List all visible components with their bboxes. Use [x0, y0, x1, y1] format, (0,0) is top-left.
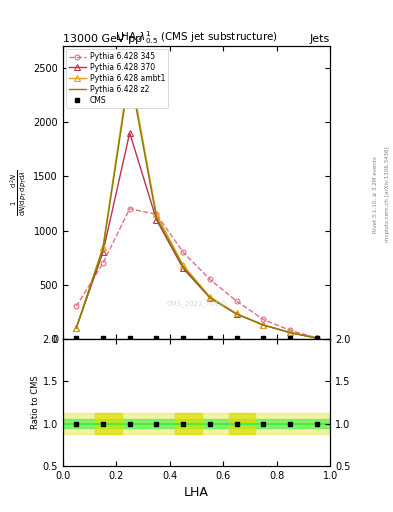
Pythia 6.428 345 — [154, 211, 159, 217]
CMS — [234, 335, 239, 342]
CMS — [74, 335, 79, 342]
Line: Pythia 6.428 ambt1: Pythia 6.428 ambt1 — [73, 65, 320, 341]
Pythia 6.428 345 — [234, 298, 239, 304]
Pythia 6.428 370 — [208, 295, 212, 301]
CMS — [208, 335, 212, 342]
Pythia 6.428 ambt1 — [127, 65, 132, 71]
Pythia 6.428 ambt1 — [74, 325, 79, 331]
Line: CMS: CMS — [74, 336, 319, 341]
Pythia 6.428 ambt1 — [234, 310, 239, 316]
Pythia 6.428 370 — [127, 130, 132, 136]
Text: 13000 GeV pp: 13000 GeV pp — [63, 33, 142, 44]
Pythia 6.428 z2 — [314, 335, 319, 341]
Pythia 6.428 345 — [288, 327, 292, 333]
Pythia 6.428 370 — [154, 217, 159, 223]
Y-axis label: Ratio to CMS: Ratio to CMS — [31, 376, 40, 429]
Text: Rivet 3.1.10, ≥ 3.2M events: Rivet 3.1.10, ≥ 3.2M events — [373, 156, 378, 233]
Pythia 6.428 370 — [74, 325, 79, 331]
Pythia 6.428 ambt1 — [288, 329, 292, 335]
Text: CMS_2021_TODO: CMS_2021_TODO — [167, 301, 226, 307]
Pythia 6.428 345 — [181, 249, 185, 255]
Pythia 6.428 345 — [74, 304, 79, 310]
Pythia 6.428 370 — [234, 311, 239, 317]
Pythia 6.428 ambt1 — [314, 335, 319, 341]
Bar — [95, 414, 122, 434]
Pythia 6.428 345 — [261, 316, 266, 323]
Pythia 6.428 z2 — [288, 330, 292, 336]
Pythia 6.428 370 — [101, 249, 105, 255]
X-axis label: LHA: LHA — [184, 486, 209, 499]
Line: Pythia 6.428 370: Pythia 6.428 370 — [73, 130, 320, 341]
Line: Pythia 6.428 345: Pythia 6.428 345 — [74, 206, 319, 340]
Pythia 6.428 z2 — [234, 311, 239, 317]
CMS — [101, 335, 105, 342]
Pythia 6.428 ambt1 — [101, 244, 105, 250]
Legend: Pythia 6.428 345, Pythia 6.428 370, Pythia 6.428 ambt1, Pythia 6.428 z2, CMS: Pythia 6.428 345, Pythia 6.428 370, Pyth… — [66, 49, 168, 108]
Pythia 6.428 370 — [261, 322, 266, 328]
Title: LHA $\lambda^{1}_{0.5}$ (CMS jet substructure): LHA $\lambda^{1}_{0.5}$ (CMS jet substru… — [115, 29, 278, 46]
Pythia 6.428 z2 — [154, 215, 159, 221]
Pythia 6.428 z2 — [101, 246, 105, 252]
Bar — [63, 414, 330, 434]
CMS — [261, 335, 266, 342]
Pythia 6.428 ambt1 — [261, 322, 266, 328]
Pythia 6.428 ambt1 — [181, 262, 185, 268]
CMS — [288, 335, 292, 342]
Pythia 6.428 345 — [101, 260, 105, 266]
Pythia 6.428 370 — [181, 265, 185, 271]
Pythia 6.428 ambt1 — [208, 293, 212, 300]
Bar — [63, 419, 330, 428]
Pythia 6.428 z2 — [208, 295, 212, 301]
Pythia 6.428 345 — [127, 206, 132, 212]
Text: mcplots.cern.ch [arXiv:1306.3436]: mcplots.cern.ch [arXiv:1306.3436] — [385, 147, 389, 242]
CMS — [314, 335, 319, 342]
Bar — [175, 414, 202, 434]
Pythia 6.428 370 — [314, 335, 319, 341]
Line: Pythia 6.428 z2: Pythia 6.428 z2 — [76, 73, 317, 338]
Pythia 6.428 345 — [314, 335, 319, 341]
Pythia 6.428 370 — [288, 329, 292, 335]
Pythia 6.428 z2 — [181, 264, 185, 270]
Text: Jets: Jets — [310, 33, 330, 44]
Pythia 6.428 z2 — [261, 322, 266, 328]
Pythia 6.428 z2 — [74, 325, 79, 331]
Pythia 6.428 345 — [208, 276, 212, 283]
Pythia 6.428 z2 — [127, 70, 132, 76]
CMS — [127, 335, 132, 342]
Y-axis label: $\frac{1}{\mathrm{d}N / \mathrm{d}p_T} \frac{\mathrm{d}^2 N}{\mathrm{d}p_T \math: $\frac{1}{\mathrm{d}N / \mathrm{d}p_T} \… — [8, 169, 29, 216]
Bar — [229, 414, 255, 434]
Pythia 6.428 ambt1 — [154, 211, 159, 217]
CMS — [154, 335, 159, 342]
CMS — [181, 335, 185, 342]
